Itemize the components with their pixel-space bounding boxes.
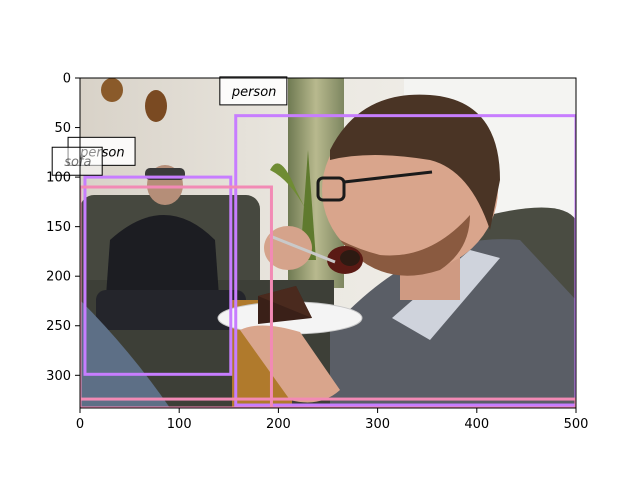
detection-box-sofa [80, 185, 273, 408]
y-tick-label: 300 [46, 369, 71, 384]
x-tick-label: 300 [365, 417, 390, 432]
detection-box-person [83, 175, 233, 376]
detection-box-person [234, 114, 576, 407]
y-axis: 0 50 100 150 200 250 300 [46, 72, 80, 384]
detection-label-person: person [231, 85, 277, 100]
owl-ornament-icon [145, 90, 167, 122]
x-tick-label: 200 [266, 417, 291, 432]
detection-label-sofa: sofa [64, 155, 91, 170]
detection-labels: personpersonsofa [51, 76, 288, 176]
x-tick-label: 500 [564, 417, 589, 432]
y-tick-label: 150 [46, 220, 71, 235]
x-tick-label: 0 [76, 417, 84, 432]
owl-ornament-icon [101, 78, 123, 102]
y-tick-label: 200 [46, 270, 71, 285]
y-tick-label: 50 [54, 121, 71, 136]
x-tick-label: 100 [167, 417, 192, 432]
detection-boxes [80, 114, 576, 408]
detection-label-box [51, 146, 103, 176]
y-tick-label: 100 [46, 171, 71, 186]
y-tick-label: 250 [46, 319, 71, 334]
detection-label-box [219, 76, 288, 106]
photo [80, 78, 576, 408]
axes-frame [79, 77, 577, 409]
y-tick-label: 0 [63, 72, 71, 87]
detection-box-unlabeled [80, 397, 576, 408]
x-tick-label: 400 [464, 417, 489, 432]
x-axis: 0 100 200 300 400 500 [76, 408, 589, 432]
